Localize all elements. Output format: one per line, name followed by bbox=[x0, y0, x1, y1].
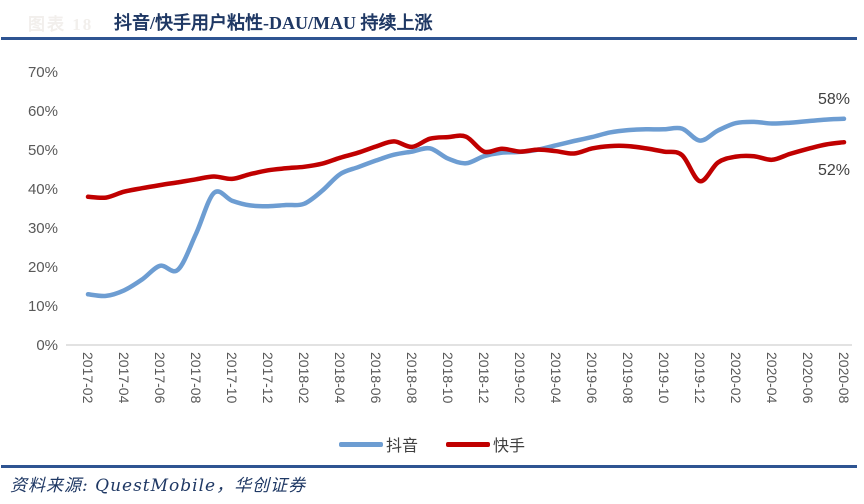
series-line-kuaishou bbox=[85, 133, 847, 201]
y-tick-label: 30% bbox=[28, 220, 58, 237]
title-divider bbox=[1, 37, 857, 40]
chart-legend: 抖音 快手 bbox=[0, 432, 864, 456]
y-tick-label: 60% bbox=[28, 103, 58, 120]
x-tick-label: 2019-08 bbox=[620, 352, 636, 404]
line-chart: 0% 10% 20% 30% 40% 50% 60% 70% 2017-02 2017-04 201… bbox=[28, 64, 852, 404]
y-tick-label: 0% bbox=[36, 337, 58, 354]
figure-title: 抖音/快手用户粘性-DAU/MAU 持续上涨 bbox=[114, 13, 433, 33]
douyin-line-swatch bbox=[338, 441, 383, 447]
x-tick-label: 2020-06 bbox=[800, 352, 816, 404]
x-tick-label: 2017-06 bbox=[152, 352, 168, 404]
x-tick-label: 2018-08 bbox=[404, 352, 420, 404]
x-tick-label: 2019-12 bbox=[692, 352, 708, 404]
x-tick-label: 2017-08 bbox=[188, 352, 204, 404]
x-tick-label: 2020-04 bbox=[764, 352, 780, 404]
x-tick-label: 2017-04 bbox=[116, 352, 132, 404]
y-tick-label: 40% bbox=[28, 181, 58, 198]
x-tick-label: 2018-10 bbox=[440, 352, 456, 404]
x-tick-label: 2019-06 bbox=[584, 352, 600, 404]
x-tick-label: 2018-06 bbox=[368, 352, 384, 404]
series-line-douyin bbox=[85, 116, 847, 299]
legend-item-kuaishou: 快手 bbox=[446, 432, 525, 456]
x-tick-label: 2018-12 bbox=[476, 352, 492, 404]
legend-item-douyin: 抖音 bbox=[338, 432, 418, 456]
source-note: 资料来源: QuestMobile，华创证券 bbox=[10, 476, 307, 496]
legend-label-kuaishou: 快手 bbox=[493, 438, 526, 455]
legend-label-douyin: 抖音 bbox=[385, 438, 418, 455]
x-tick-label: 2019-02 bbox=[512, 352, 528, 404]
end-value-label-kuaishou: 52% bbox=[818, 162, 850, 179]
x-tick-label: 2018-04 bbox=[332, 352, 348, 404]
y-tick-label: 70% bbox=[28, 64, 58, 81]
x-tick-label: 2017-10 bbox=[224, 352, 240, 404]
footer-divider bbox=[1, 465, 857, 468]
end-value-label-douyin: 58% bbox=[818, 91, 850, 108]
y-tick-label: 10% bbox=[28, 298, 58, 315]
x-tick-label: 2017-12 bbox=[260, 352, 276, 404]
x-tick-label: 2020-02 bbox=[728, 352, 744, 404]
x-tick-label: 2017-02 bbox=[80, 352, 96, 404]
x-tick-label: 2019-04 bbox=[548, 352, 564, 404]
kuaishou-line-swatch bbox=[446, 441, 490, 447]
x-tick-label: 2018-02 bbox=[296, 352, 312, 404]
y-tick-label: 50% bbox=[28, 142, 58, 159]
x-tick-label: 2020-08 bbox=[836, 352, 852, 404]
y-tick-label: 20% bbox=[28, 259, 58, 276]
figure-tag: 图表 18 bbox=[28, 15, 94, 34]
x-tick-label: 2019-10 bbox=[656, 352, 672, 404]
